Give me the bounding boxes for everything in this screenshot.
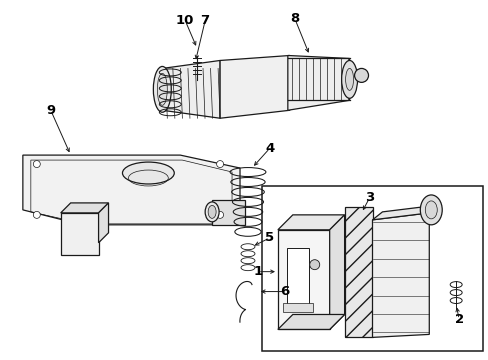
Circle shape [33, 211, 40, 219]
Text: 7: 7 [200, 14, 209, 27]
Ellipse shape [341, 60, 357, 98]
Polygon shape [212, 200, 244, 225]
Circle shape [216, 161, 223, 167]
FancyBboxPatch shape [344, 207, 372, 337]
Text: 6: 6 [280, 285, 289, 298]
Polygon shape [23, 155, 240, 225]
Ellipse shape [208, 206, 216, 219]
Ellipse shape [157, 73, 167, 105]
Circle shape [354, 68, 368, 82]
Text: 9: 9 [46, 104, 55, 117]
Text: 4: 4 [264, 141, 274, 155]
FancyBboxPatch shape [61, 213, 99, 255]
Polygon shape [220, 55, 289, 118]
Polygon shape [277, 315, 344, 329]
Polygon shape [372, 205, 438, 220]
Polygon shape [372, 213, 428, 337]
Circle shape [216, 211, 223, 219]
Ellipse shape [345, 68, 353, 90]
FancyBboxPatch shape [282, 302, 312, 312]
Ellipse shape [205, 202, 219, 222]
Polygon shape [99, 203, 108, 243]
Polygon shape [61, 203, 108, 213]
Text: 3: 3 [364, 192, 373, 204]
Text: 10: 10 [176, 14, 194, 27]
FancyBboxPatch shape [277, 230, 329, 329]
Text: 1: 1 [253, 265, 262, 278]
FancyBboxPatch shape [286, 248, 308, 307]
Circle shape [309, 260, 319, 270]
Text: 5: 5 [265, 231, 274, 244]
Polygon shape [329, 215, 344, 329]
Text: 2: 2 [454, 313, 463, 326]
Ellipse shape [122, 162, 174, 184]
Text: 8: 8 [289, 12, 299, 25]
Ellipse shape [153, 67, 171, 112]
Ellipse shape [420, 195, 441, 225]
Bar [262, 186, 482, 351]
Circle shape [33, 161, 40, 167]
Polygon shape [277, 215, 344, 230]
Polygon shape [162, 60, 220, 118]
Ellipse shape [425, 201, 436, 219]
Polygon shape [287, 55, 349, 110]
